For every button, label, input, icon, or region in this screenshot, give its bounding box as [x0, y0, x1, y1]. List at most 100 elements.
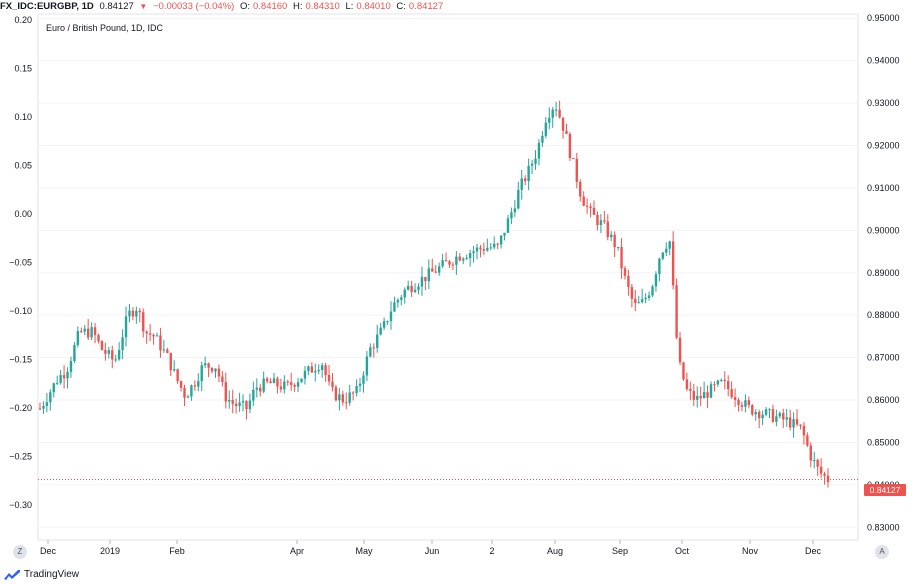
candle-body — [455, 256, 458, 265]
time-axis: Dec 2019 Feb Apr May Jun 2 Aug Sep Oct Nov Dec — [40, 540, 821, 556]
candle-body — [723, 379, 726, 381]
candle-body — [396, 299, 400, 303]
candle-body — [259, 387, 262, 392]
candle-body — [823, 473, 826, 476]
candle-body — [788, 417, 792, 428]
x-tick-label: Oct — [675, 546, 690, 556]
candle-body — [437, 266, 441, 273]
candle-body — [207, 363, 210, 368]
candle-body — [341, 394, 345, 403]
candle-body — [49, 392, 52, 403]
x-tick-label: 2019 — [100, 546, 120, 556]
candle-body — [451, 264, 455, 266]
candle-body — [382, 321, 386, 328]
candle-body — [417, 286, 420, 290]
candle-body — [262, 378, 265, 392]
candle-body — [296, 382, 300, 387]
candle-body — [685, 379, 689, 390]
candle-body — [386, 321, 389, 323]
left-tick-label: 0.00 — [14, 209, 32, 219]
candle-body — [286, 381, 289, 383]
candle-body — [682, 362, 685, 380]
candle-body — [630, 287, 634, 299]
candle-body — [527, 165, 530, 182]
candle-body — [193, 385, 197, 387]
candle-body — [623, 268, 627, 276]
left-tick-label: −0.10 — [9, 306, 32, 316]
candle-body — [210, 367, 214, 372]
candle-body — [424, 276, 427, 282]
candle-body — [795, 419, 799, 425]
candle-body — [331, 381, 334, 388]
candle-body — [138, 310, 141, 313]
candle-body — [76, 331, 80, 346]
candle-body — [665, 248, 668, 253]
open-label: O: — [239, 1, 250, 12]
candle-body — [62, 375, 66, 379]
candle-body — [637, 302, 640, 304]
zoom-button[interactable]: Z — [13, 545, 27, 559]
candle-body — [458, 256, 462, 261]
candle-body — [706, 392, 709, 398]
symbol-label[interactable]: FX_IDC:EURGBP, 1D — [0, 1, 94, 12]
candle-body — [300, 378, 303, 383]
candle-body — [348, 392, 351, 403]
candle-body — [162, 349, 166, 351]
candle-body — [809, 445, 812, 461]
candle-body — [334, 387, 338, 401]
candle-body — [124, 316, 128, 338]
candle-body — [668, 241, 671, 249]
candle-body — [148, 333, 152, 335]
candle-body — [52, 383, 55, 393]
candle-body — [376, 334, 379, 348]
candle-body — [782, 413, 785, 420]
tradingview-logo[interactable]: TradingView — [4, 569, 79, 580]
candle-body — [131, 310, 135, 317]
candle-body — [245, 401, 248, 410]
candle-body — [190, 385, 193, 397]
close-label: C: — [396, 1, 406, 12]
candle-body — [816, 459, 819, 467]
candle-body — [523, 178, 527, 182]
candle-body — [775, 416, 778, 422]
candle-body — [42, 405, 45, 409]
candle-body — [813, 459, 816, 461]
right-tick-label: 0.95000 — [867, 13, 900, 23]
candle-body — [534, 158, 537, 164]
x-tick-label: Jun — [425, 546, 440, 556]
left-tick-label: −0.05 — [9, 258, 32, 268]
candle-body — [761, 414, 764, 419]
left-tick-label: 0.15 — [14, 64, 32, 74]
candle-body — [599, 220, 603, 225]
candle-body — [93, 327, 97, 336]
candle-body — [716, 380, 720, 385]
candle-body — [747, 400, 751, 406]
candle-body — [634, 298, 637, 304]
candle-body — [303, 370, 307, 379]
candle-body — [651, 286, 654, 296]
candle-body — [582, 196, 585, 206]
candle-body — [200, 365, 203, 382]
candle-body — [689, 389, 692, 391]
last-price-tag: 0.84127 — [864, 484, 906, 496]
candle-body — [771, 409, 775, 422]
candle-body — [80, 331, 83, 333]
candle-body — [479, 247, 482, 250]
candle-body — [128, 310, 131, 317]
chart-header: FX_IDC:EURGBP, 1D 0.84127 ▼ −0.00033 (−0… — [0, 0, 912, 14]
chart-subtitle: Euro / British Pound, 1D, IDC — [46, 23, 164, 33]
candle-body — [517, 189, 520, 209]
candle-body — [799, 424, 802, 426]
candle-body — [142, 312, 145, 332]
candle-body — [73, 345, 76, 362]
candle-body — [589, 206, 592, 208]
candle-body — [544, 122, 548, 136]
candle-body — [231, 399, 234, 404]
grid-lines — [37, 13, 859, 541]
left-tick-label: 0.05 — [14, 161, 32, 171]
candle-body — [785, 417, 788, 420]
auto-scale-button[interactable]: A — [875, 545, 889, 559]
right-tick-label: 0.89000 — [867, 268, 900, 278]
candle-body — [314, 371, 317, 373]
